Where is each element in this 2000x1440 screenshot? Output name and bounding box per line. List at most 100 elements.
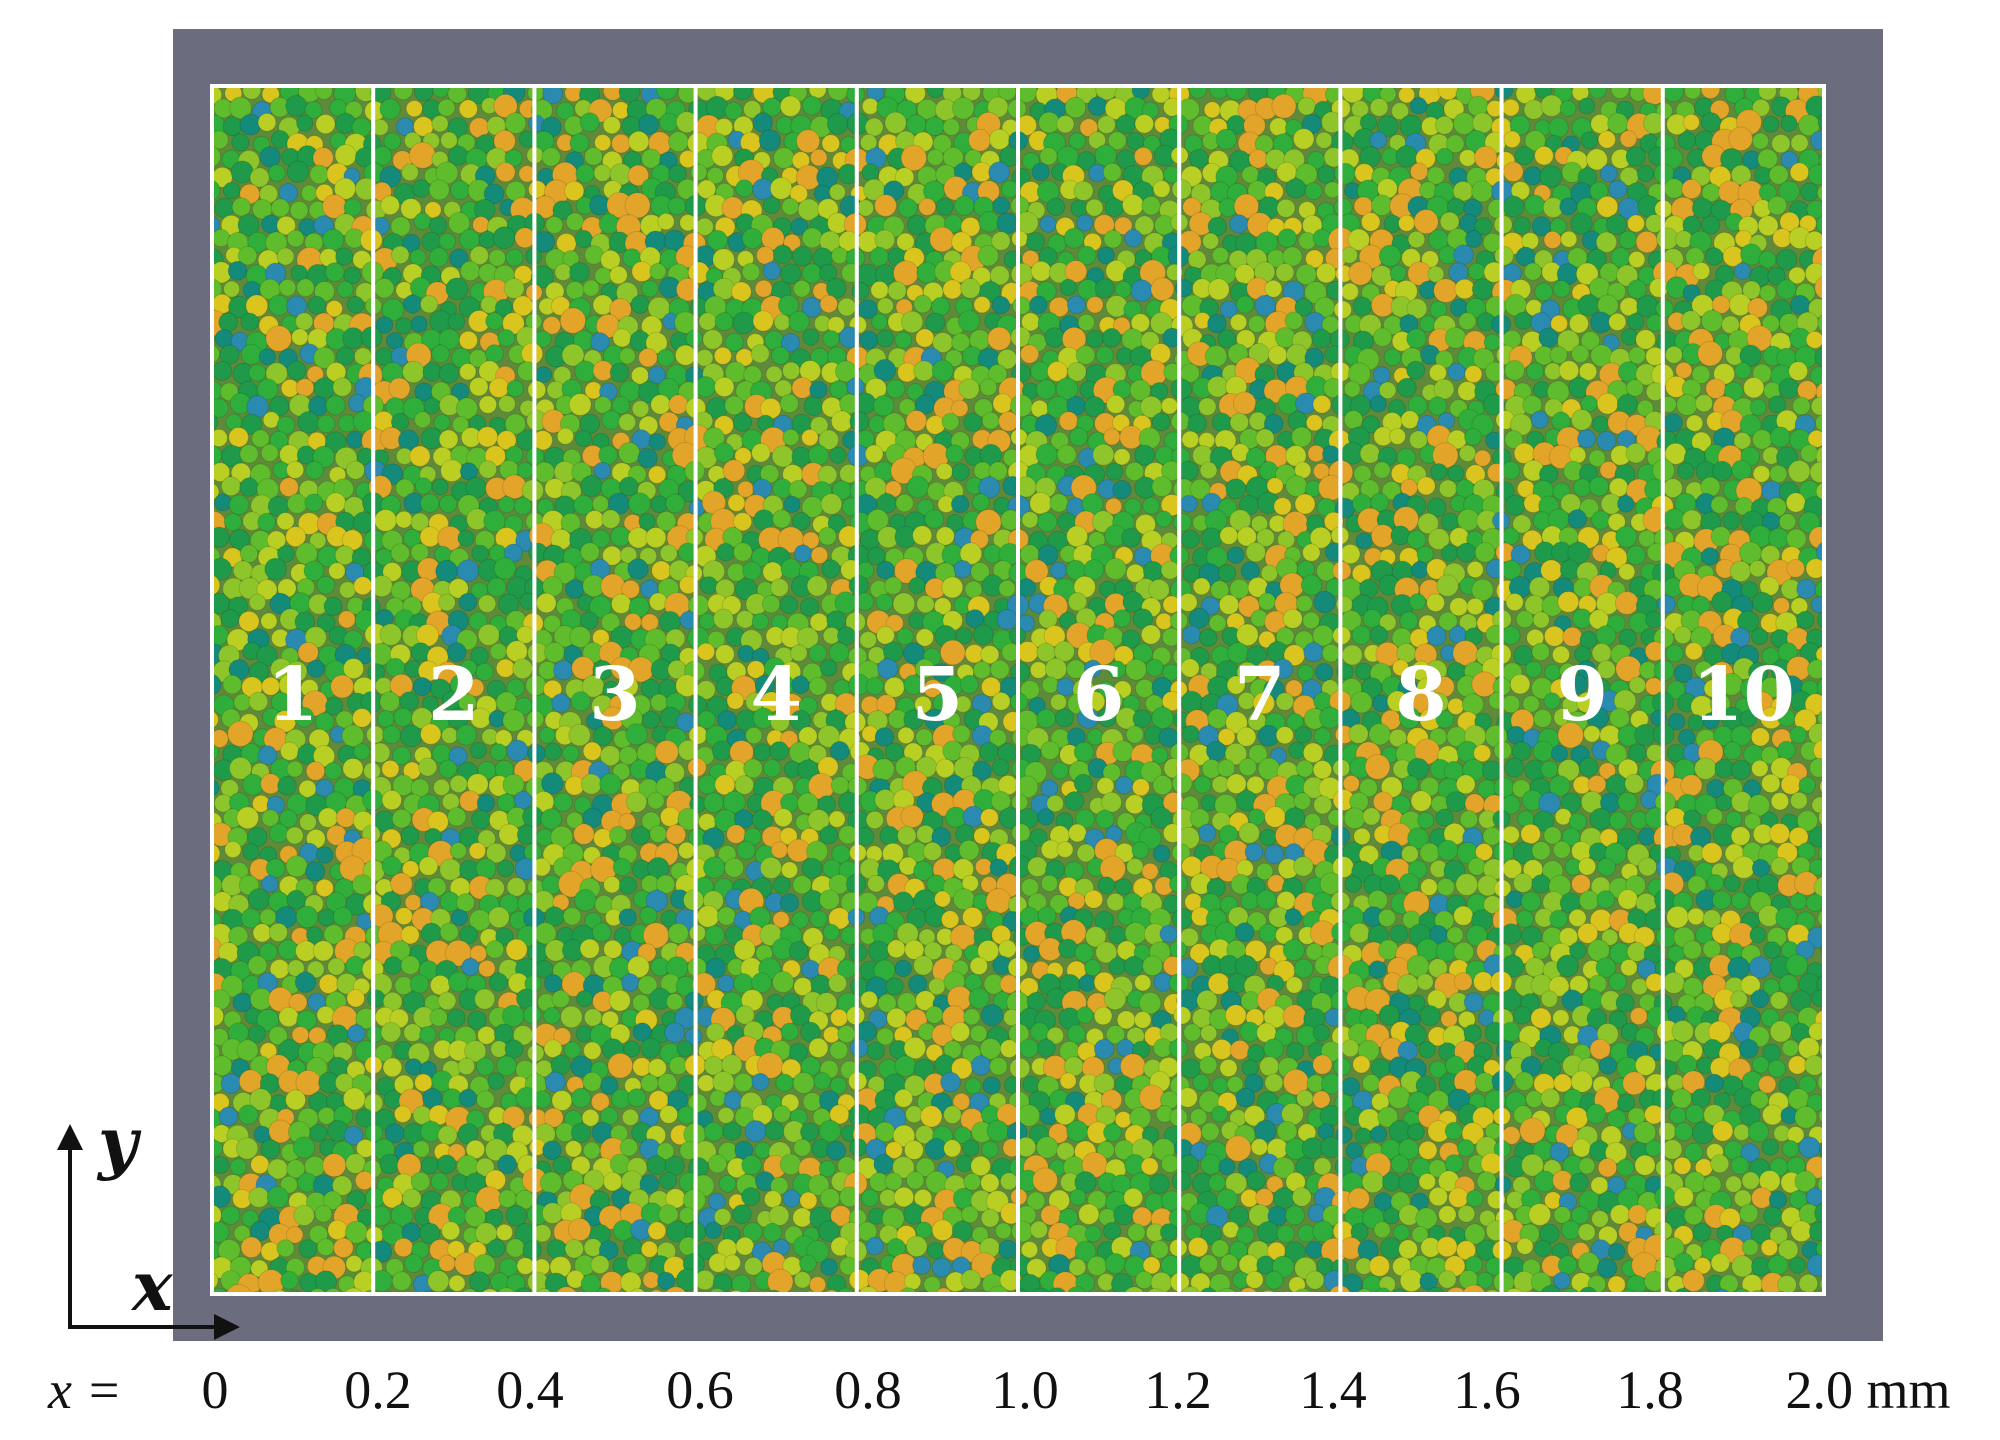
particle xyxy=(295,312,314,331)
particle xyxy=(476,426,499,448)
particle xyxy=(1383,348,1402,367)
particle xyxy=(1464,428,1482,446)
particle xyxy=(579,938,600,959)
particle xyxy=(1247,315,1266,333)
particle xyxy=(1017,578,1037,598)
particle xyxy=(1378,1004,1401,1026)
particle xyxy=(1204,345,1228,368)
particle xyxy=(974,858,993,876)
particle xyxy=(1233,193,1260,219)
particle xyxy=(1066,295,1086,315)
particle xyxy=(1343,807,1366,830)
particle xyxy=(980,1004,1004,1027)
particle xyxy=(536,592,557,614)
particle xyxy=(395,510,413,529)
particle xyxy=(1305,249,1324,269)
particle xyxy=(257,112,277,132)
particle xyxy=(1673,625,1692,645)
particle xyxy=(1605,214,1628,236)
particle xyxy=(780,1022,799,1041)
particle xyxy=(1313,727,1332,746)
particle xyxy=(887,281,907,301)
particle xyxy=(1786,528,1807,550)
particle xyxy=(439,858,462,881)
particle xyxy=(351,874,373,895)
particle xyxy=(819,659,838,677)
particle xyxy=(1663,413,1683,433)
particle xyxy=(1026,232,1046,252)
particle xyxy=(492,226,516,250)
particle xyxy=(1549,909,1568,929)
particle xyxy=(393,86,413,101)
particle xyxy=(469,741,487,760)
particle xyxy=(504,112,527,135)
particle xyxy=(1359,443,1381,464)
particle xyxy=(555,101,575,121)
particle xyxy=(822,330,840,348)
particle xyxy=(295,905,319,929)
particle xyxy=(831,247,849,265)
particle xyxy=(733,542,753,562)
particle xyxy=(1199,461,1218,480)
particle xyxy=(418,856,439,876)
particle xyxy=(1271,93,1297,119)
particle xyxy=(1769,426,1791,448)
particle xyxy=(1196,989,1218,1012)
particle xyxy=(821,134,841,153)
particle xyxy=(575,163,596,184)
particle xyxy=(1125,725,1144,744)
particle xyxy=(1780,774,1802,795)
particle xyxy=(1789,162,1810,182)
particle xyxy=(1715,794,1733,812)
particle xyxy=(838,825,858,845)
particle xyxy=(1133,146,1153,166)
particle xyxy=(1805,893,1824,912)
particle xyxy=(1571,344,1590,364)
particle xyxy=(1068,823,1087,843)
particle xyxy=(962,906,983,928)
particle xyxy=(783,495,801,513)
particle xyxy=(1666,905,1689,929)
particle xyxy=(305,926,324,944)
particle xyxy=(342,327,365,350)
particle xyxy=(779,95,802,117)
particle xyxy=(304,101,323,119)
particle xyxy=(1419,181,1437,200)
particle xyxy=(1036,708,1057,729)
particle xyxy=(913,360,935,382)
particle xyxy=(270,198,290,218)
particle xyxy=(1421,250,1440,269)
particle xyxy=(488,906,510,929)
particle xyxy=(1293,792,1312,811)
particle xyxy=(871,313,889,331)
particle xyxy=(1379,874,1401,895)
particle xyxy=(780,263,802,285)
particle xyxy=(726,691,745,710)
particle xyxy=(915,328,935,348)
particle xyxy=(353,743,371,761)
particle xyxy=(1029,295,1048,315)
particle xyxy=(897,825,917,846)
particle xyxy=(556,427,575,445)
particle xyxy=(476,793,496,813)
particle xyxy=(270,130,290,149)
particle xyxy=(1595,625,1617,646)
particle xyxy=(1389,427,1406,445)
particle xyxy=(788,941,809,961)
particle xyxy=(1054,708,1075,728)
particle xyxy=(796,129,821,154)
particle xyxy=(1097,246,1115,265)
particle xyxy=(826,113,849,135)
particle xyxy=(402,360,425,384)
particle xyxy=(1377,115,1399,137)
particle xyxy=(1029,661,1048,679)
particle xyxy=(1044,657,1068,681)
particle xyxy=(469,377,489,397)
particle xyxy=(1625,442,1647,464)
particle xyxy=(654,739,679,765)
particle xyxy=(1372,327,1393,347)
particle xyxy=(860,990,878,1009)
particle xyxy=(1389,264,1407,282)
particle xyxy=(1684,86,1702,100)
particle xyxy=(694,376,717,398)
